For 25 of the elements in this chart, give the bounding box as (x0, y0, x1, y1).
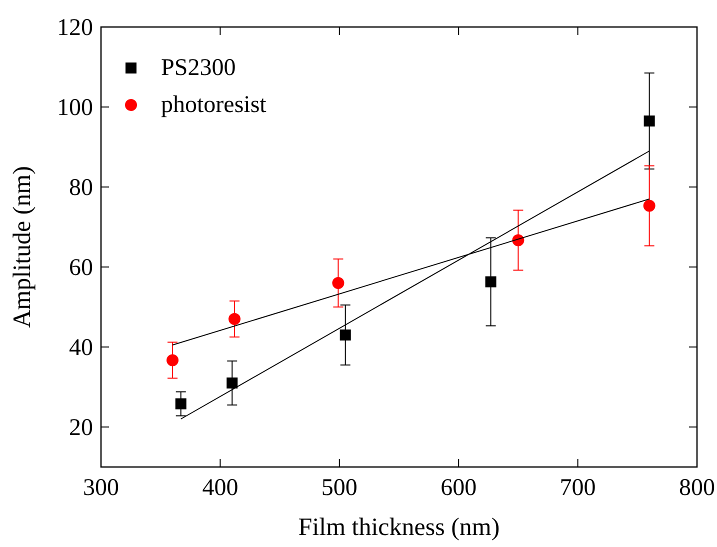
x-tick-label: 800 (679, 475, 715, 501)
y-axis-title: Amplitude (nm) (9, 166, 36, 328)
y-tick-label: 60 (69, 255, 93, 281)
point (226, 378, 238, 388)
x-tick-label: 400 (202, 475, 238, 501)
point (643, 200, 656, 212)
y-tick-label: 80 (69, 175, 93, 201)
point (644, 116, 655, 126)
point (228, 313, 241, 325)
y-tick-label: 40 (69, 335, 93, 361)
x-axis-title: Film thickness (nm) (298, 514, 500, 541)
legend-label: PS2300 (161, 55, 236, 81)
y-tick-label: 100 (57, 95, 93, 121)
y-tick-label: 120 (57, 15, 93, 41)
x-tick-label: 700 (560, 475, 596, 501)
x-tick-label: 500 (321, 475, 358, 501)
point (485, 276, 496, 288)
point (340, 330, 351, 340)
x-tick-label: 600 (440, 475, 477, 501)
point (332, 277, 344, 289)
legend-label: photoresist (161, 92, 267, 118)
y-tick-label: 20 (69, 415, 93, 441)
x-tick-label: 300 (83, 475, 119, 501)
point (166, 354, 179, 366)
point (175, 398, 186, 410)
